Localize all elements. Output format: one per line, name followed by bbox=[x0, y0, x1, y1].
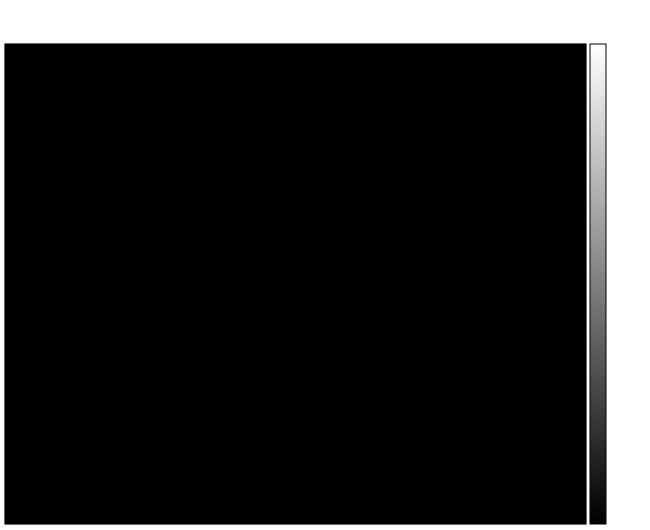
heatmap-image bbox=[5, 44, 586, 524]
right-sphere bbox=[405, 176, 586, 390]
right-sphere-shade bbox=[475, 176, 586, 380]
colorbar bbox=[589, 43, 607, 525]
left-sphere-shade bbox=[5, 240, 190, 355]
middle-sphere bbox=[171, 159, 419, 407]
right-sphere-highlight bbox=[525, 228, 579, 274]
middle-sphere-lower-shade bbox=[255, 299, 380, 395]
plot-frame bbox=[4, 43, 587, 525]
light-patch-right bbox=[355, 108, 495, 215]
middle-sphere-highlight bbox=[307, 227, 351, 271]
left-sphere bbox=[5, 175, 190, 355]
colorbar-gradient bbox=[589, 43, 607, 525]
